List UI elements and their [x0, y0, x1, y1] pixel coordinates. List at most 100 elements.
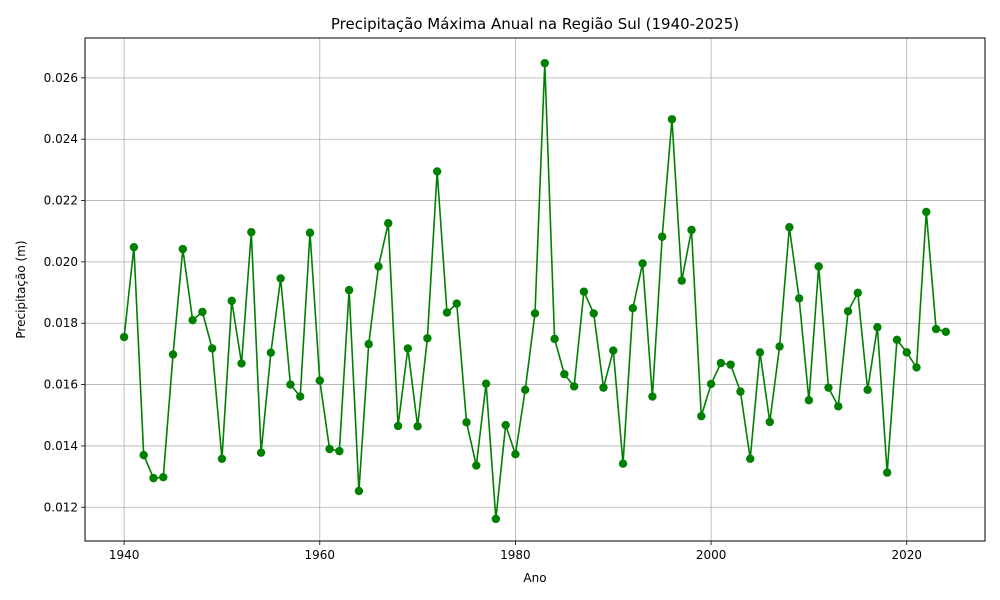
- data-point: [207, 344, 217, 353]
- axis-ticks: 1940 1960 1980 2000 2020 0.012 0.014 0.016 0.018…: [44, 71, 922, 562]
- data-point: [912, 363, 921, 372]
- data-point: [442, 308, 452, 317]
- y-tick-label: 0.016: [44, 378, 78, 392]
- data-point: [834, 402, 843, 411]
- data-point: [863, 385, 872, 394]
- y-axis-label: Precipitação (m): [14, 240, 28, 338]
- data-point: [687, 225, 696, 235]
- data-point: [589, 309, 598, 318]
- data-point: [667, 115, 677, 124]
- data-point: [452, 299, 461, 308]
- data-point: [472, 461, 481, 470]
- chart-title: Precipitação Máxima Anual na Região Sul …: [331, 15, 739, 33]
- data-point: [247, 227, 256, 237]
- data-point: [521, 385, 530, 394]
- data-point: [804, 396, 814, 405]
- grid: [85, 38, 985, 541]
- data-point: [374, 262, 383, 271]
- data-point: [775, 342, 784, 351]
- data-point: [599, 383, 608, 392]
- y-tick-label: 0.020: [44, 255, 78, 269]
- data-point: [149, 473, 158, 483]
- data-point: [315, 376, 324, 385]
- data-point: [569, 382, 579, 391]
- data-point: [335, 446, 344, 456]
- data-point: [462, 418, 471, 427]
- data-point: [609, 346, 618, 355]
- data-point: [726, 360, 735, 369]
- data-point: [941, 327, 951, 337]
- x-tick-label: 1940: [109, 548, 140, 562]
- data-point: [423, 334, 432, 343]
- data-point: [902, 348, 911, 357]
- data-point: [922, 207, 931, 217]
- data-point: [530, 309, 540, 318]
- data-point: [344, 285, 354, 295]
- x-tick-label: 1960: [305, 548, 336, 562]
- y-tick-label: 0.018: [44, 316, 78, 330]
- plot-frame: [84, 37, 986, 542]
- data-point: [266, 348, 276, 357]
- data-point: [129, 242, 139, 252]
- data-point: [843, 307, 853, 316]
- data-point: [159, 473, 168, 482]
- data-point: [413, 422, 422, 431]
- data-point: [384, 219, 393, 228]
- data-point: [892, 335, 902, 344]
- x-axis-label: Ano: [523, 571, 546, 585]
- x-tick-label: 2000: [696, 548, 727, 562]
- data-point: [481, 379, 491, 388]
- y-tick-label: 0.026: [44, 71, 78, 85]
- data-point: [432, 167, 442, 176]
- data-point: [354, 486, 364, 496]
- data-point: [168, 350, 178, 359]
- data-point: [618, 459, 628, 468]
- data-point: [393, 421, 403, 431]
- data-point: [765, 417, 774, 427]
- data-point: [364, 339, 373, 349]
- data-point: [824, 383, 833, 392]
- data-point: [501, 420, 510, 430]
- data-point: [736, 387, 745, 396]
- data-point: [746, 454, 755, 464]
- data-point: [560, 369, 569, 379]
- data-point: [256, 448, 266, 457]
- data-point: [638, 259, 647, 268]
- series-layer: [119, 58, 951, 524]
- data-point: [755, 348, 765, 357]
- data-point: [716, 358, 726, 368]
- data-point: [697, 411, 706, 421]
- data-point: [276, 274, 285, 283]
- data-point: [706, 379, 716, 389]
- data-point: [628, 304, 638, 313]
- x-tick-label: 2020: [891, 548, 922, 562]
- data-point: [139, 450, 148, 460]
- data-point: [237, 359, 246, 368]
- data-point: [198, 307, 207, 317]
- data-point: [931, 324, 941, 334]
- data-point: [882, 468, 892, 477]
- data-point: [511, 450, 520, 459]
- data-point: [657, 232, 667, 241]
- data-point: [677, 276, 686, 285]
- y-tick-label: 0.024: [44, 132, 78, 146]
- data-point: [794, 294, 804, 303]
- data-point: [785, 223, 794, 232]
- data-point: [853, 288, 863, 298]
- data-point: [325, 444, 334, 454]
- data-point: [648, 392, 657, 401]
- data-point: [178, 244, 188, 254]
- data-point: [227, 296, 236, 306]
- data-point: [579, 287, 589, 296]
- data-point: [550, 334, 559, 344]
- data-point: [217, 454, 227, 464]
- data-point: [296, 392, 305, 401]
- data-point: [540, 58, 549, 68]
- data-point: [188, 315, 197, 325]
- data-point: [305, 228, 315, 237]
- y-tick-label: 0.014: [44, 439, 78, 453]
- data-point: [814, 262, 823, 271]
- data-point: [119, 332, 129, 342]
